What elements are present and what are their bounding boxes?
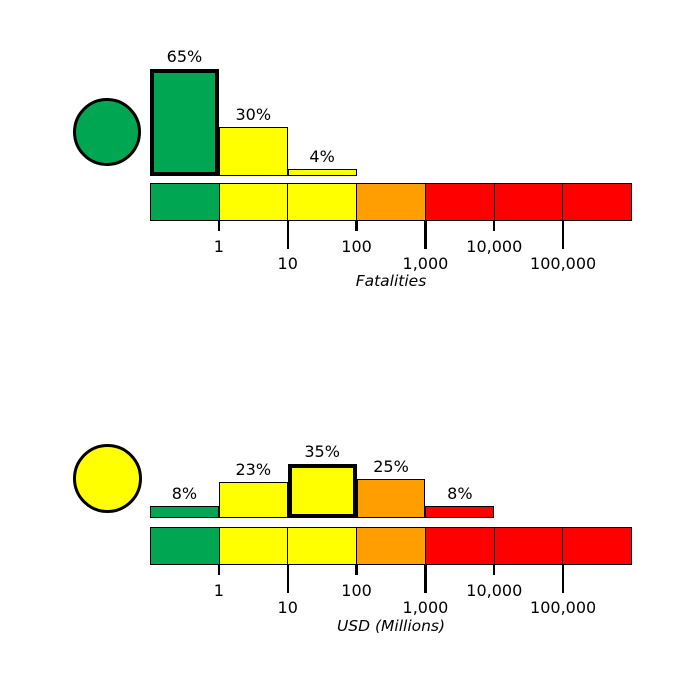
axis-tick-label: 1,000 [402, 598, 449, 617]
axis-tick-label: 1 [213, 581, 224, 600]
axis-tick [217, 565, 220, 575]
histogram-bar-4% [287, 169, 357, 176]
risk-indicator-circle-usd [72, 443, 142, 513]
axis-tick-label: 1 [213, 237, 224, 256]
risk-scale-segment-yellow [219, 183, 289, 220]
x-axis-title-fatalities: Fatalities [355, 272, 427, 290]
risk-scale-bar [150, 182, 632, 221]
bar-value-label: 35% [304, 441, 340, 461]
axis-tick-label: 100,000 [530, 598, 597, 617]
risk-scale-segment-orange [357, 528, 426, 564]
axis-tick [355, 220, 358, 231]
bar-value-label: 65% [166, 47, 203, 67]
axis-tick [424, 220, 427, 249]
axis-tick [562, 565, 565, 593]
risk-indicator-circle-fatalities [72, 98, 141, 166]
risk-scale-segment-red [494, 183, 564, 220]
risk-scale-segment-red [563, 528, 632, 564]
risk-scale-segment-green [151, 183, 220, 220]
axis-tick [286, 220, 289, 249]
risk-scale-segment-red [425, 528, 495, 564]
histogram-bar-65% [150, 69, 219, 176]
axis-tick [493, 565, 496, 575]
bar-value-label: 8% [171, 483, 198, 503]
risk-scale-segment-red [563, 183, 632, 220]
bar-value-label: 4% [309, 147, 335, 167]
axis-tick-label: 100 [341, 237, 372, 256]
axis-tick [424, 565, 427, 593]
risk-scale-segment-red [425, 183, 495, 220]
axis-tick [493, 220, 496, 231]
axis-tick-label: 100,000 [530, 254, 597, 273]
bar-value-label: 23% [235, 460, 272, 480]
risk-scale-segment-red [494, 528, 564, 564]
risk-scale-segment-green [151, 528, 220, 564]
axis-tick-label: 10 [277, 254, 298, 273]
risk-scale-bar [150, 527, 632, 565]
axis-tick-label: 100 [341, 581, 372, 600]
bar-value-label: 25% [373, 457, 409, 477]
bar-value-label: 30% [235, 104, 272, 124]
x-axis-title-usd: USD (Millions) [336, 617, 446, 635]
axis-tick [286, 565, 289, 593]
axis-tick-label: 10,000 [466, 237, 523, 256]
risk-scale-segment-yellow [219, 528, 289, 564]
histogram-bar-8% [150, 505, 219, 518]
risk-scale-segment-orange [357, 183, 426, 220]
axis-tick-label: 10 [277, 598, 298, 617]
axis-tick-label: 1,000 [402, 254, 449, 273]
bar-value-label: 8% [447, 483, 473, 503]
risk-scale-segment-yellow [288, 528, 358, 564]
axis-tick [355, 565, 358, 575]
axis-tick-label: 10,000 [466, 581, 523, 600]
axis-tick [562, 220, 565, 249]
histogram-bar-30% [218, 126, 288, 176]
histogram-bar-25% [356, 479, 426, 518]
histogram-bar-23% [218, 482, 288, 518]
histogram-bar-35% [287, 463, 357, 518]
axis-tick [217, 220, 220, 231]
histogram-bar-8% [425, 505, 495, 518]
risk-scale-segment-yellow [288, 183, 358, 220]
